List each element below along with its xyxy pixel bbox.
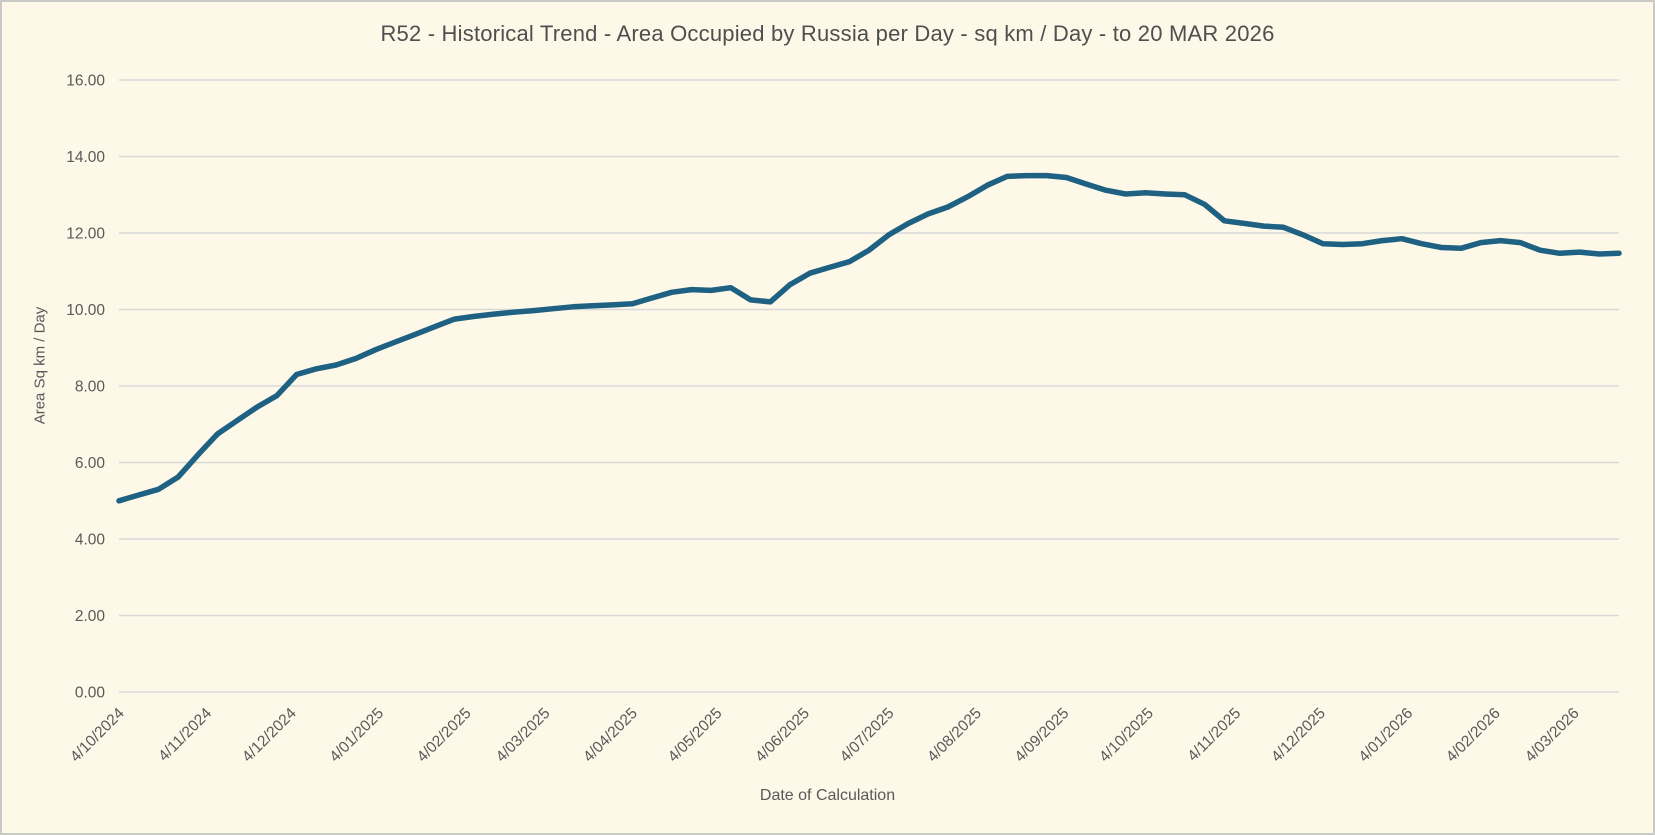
x-axis-title: Date of Calculation (759, 787, 896, 804)
y-tick-label: 10.00 (66, 302, 105, 319)
x-tick-label: 4/11/2024 (155, 705, 215, 765)
y-axis-title: Area Sq km / Day (31, 306, 49, 425)
x-tick-label: 4/12/2025 (1268, 705, 1329, 766)
x-tick-label: 4/11/2025 (1184, 705, 1244, 765)
x-tick-label: 4/06/2025 (752, 705, 813, 766)
x-tick-label: 4/10/2025 (1096, 705, 1157, 766)
y-tick-label: 6.00 (75, 455, 106, 472)
x-tick-label: 4/12/2024 (239, 705, 300, 766)
y-tick-label: 2.00 (75, 608, 106, 625)
x-tick-label: 4/02/2026 (1443, 705, 1504, 766)
x-tick-label: 4/03/2026 (1522, 705, 1583, 766)
x-tick-label: 4/10/2024 (67, 705, 128, 766)
x-tick-label: 4/01/2026 (1356, 705, 1417, 766)
chart-title: R52 - Historical Trend - Area Occupied b… (380, 21, 1275, 46)
y-tick-label: 14.00 (66, 149, 105, 166)
x-tick-label: 4/08/2025 (924, 705, 985, 766)
y-tick-label: 4.00 (75, 531, 106, 548)
x-tick-label: 4/03/2025 (493, 705, 554, 766)
x-tick-label: 4/04/2025 (580, 705, 641, 766)
x-tick-label: 4/01/2025 (326, 705, 387, 766)
y-tick-label: 12.00 (66, 225, 105, 242)
x-tick-label: 4/05/2025 (665, 705, 726, 766)
trend-line (116, 172, 1622, 504)
x-tick-label: 4/07/2025 (837, 705, 898, 766)
x-tick-label: 4/02/2025 (414, 705, 475, 766)
y-tick-label: 8.00 (75, 378, 106, 395)
y-tick-label: 16.00 (66, 72, 105, 89)
x-tick-label: 4/09/2025 (1012, 705, 1073, 766)
y-tick-label: 0.00 (75, 684, 106, 701)
